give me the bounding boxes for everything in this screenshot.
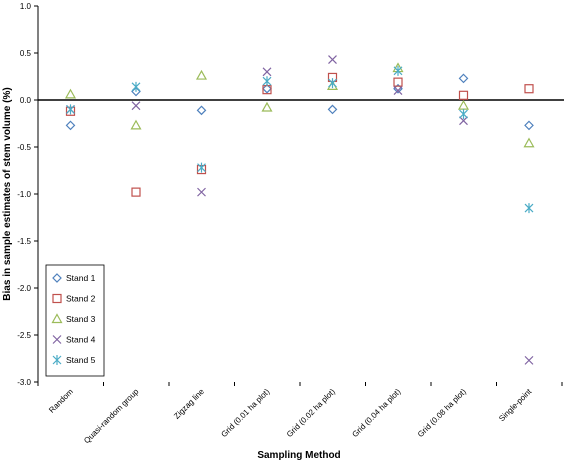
legend-label: Stand 4 [66,335,96,345]
legend-marker [52,335,62,344]
data-point [66,104,75,115]
legend-label: Stand 2 [66,294,96,304]
legend-label: Stand 1 [66,273,96,283]
x-tick-label: Quasi-random group [82,387,141,446]
data-point [328,55,337,65]
data-point [196,105,207,116]
data-point [393,86,403,96]
data-point [197,187,206,197]
data-points [64,55,535,365]
x-tick-label: Random [47,387,75,415]
data-point [458,90,469,100]
data-point [130,119,142,130]
data-point [393,65,403,76]
data-point [65,120,76,131]
data-point [459,109,468,120]
data-point [327,104,338,115]
y-tick-label: 0.0 [20,96,32,105]
legend: Stand 1 Stand 2 Stand 3 Stand 4 Stand 5 [45,264,105,377]
x-axis-title: Sampling Method [257,450,340,461]
y-tick-label: 0.5 [20,49,32,58]
data-point [524,355,534,365]
data-point [197,162,206,173]
data-point [131,101,141,111]
data-point [524,120,534,131]
data-point [195,69,208,80]
data-point [261,101,273,112]
legend-label: Stand 3 [66,314,96,324]
data-point [457,99,470,110]
y-axis-ticks: 1.0 0.5 0.0 -0.5 -1.0 -1.5 -2.0 -2.5 -3.0 [17,2,38,387]
x-tick-label: Zigzag line [172,387,206,421]
y-tick-label: -2.0 [17,284,31,293]
legend-marker [51,313,63,324]
series-2 [65,72,534,197]
data-point [524,203,534,214]
series-4 [66,55,534,365]
x-tick-label: Grid (0.01 ha plot) [219,387,271,439]
y-tick-label: -1.0 [17,190,31,199]
legend-marker [52,293,62,304]
data-point [262,83,272,94]
y-tick-label: 1.0 [20,2,32,11]
y-tick-label: -0.5 [17,143,31,152]
data-point [328,78,337,89]
data-point [524,84,534,94]
legend-box [45,264,105,377]
data-point [458,73,469,84]
legend-label: Stand 5 [66,355,96,365]
data-point [131,81,141,92]
data-point [523,137,535,148]
x-tick-label: Grid (0.02 ha plot) [285,387,337,439]
x-tick-label: Grid (0.04 ha plot) [350,387,402,439]
data-point [262,76,272,87]
legend-marker [52,273,62,283]
x-axis-ticks: Random Quasi-random group Zigzag line Grid … [37,382,563,446]
y-tick-label: -2.5 [17,331,31,340]
data-point [459,116,468,126]
y-tick-label: -1.5 [17,237,31,246]
y-axis-title: Bias in sample estimates of stem volume … [2,87,13,300]
legend-marker [52,355,62,365]
x-tick-label: Grid (0.08 ha plot) [416,387,468,439]
data-point [262,67,272,77]
data-point [131,187,141,197]
x-tick-label: Single-point [497,387,534,424]
y-tick-label: -3.0 [17,378,31,387]
series-5 [66,65,534,214]
data-point [64,88,77,99]
data-point [393,77,403,87]
